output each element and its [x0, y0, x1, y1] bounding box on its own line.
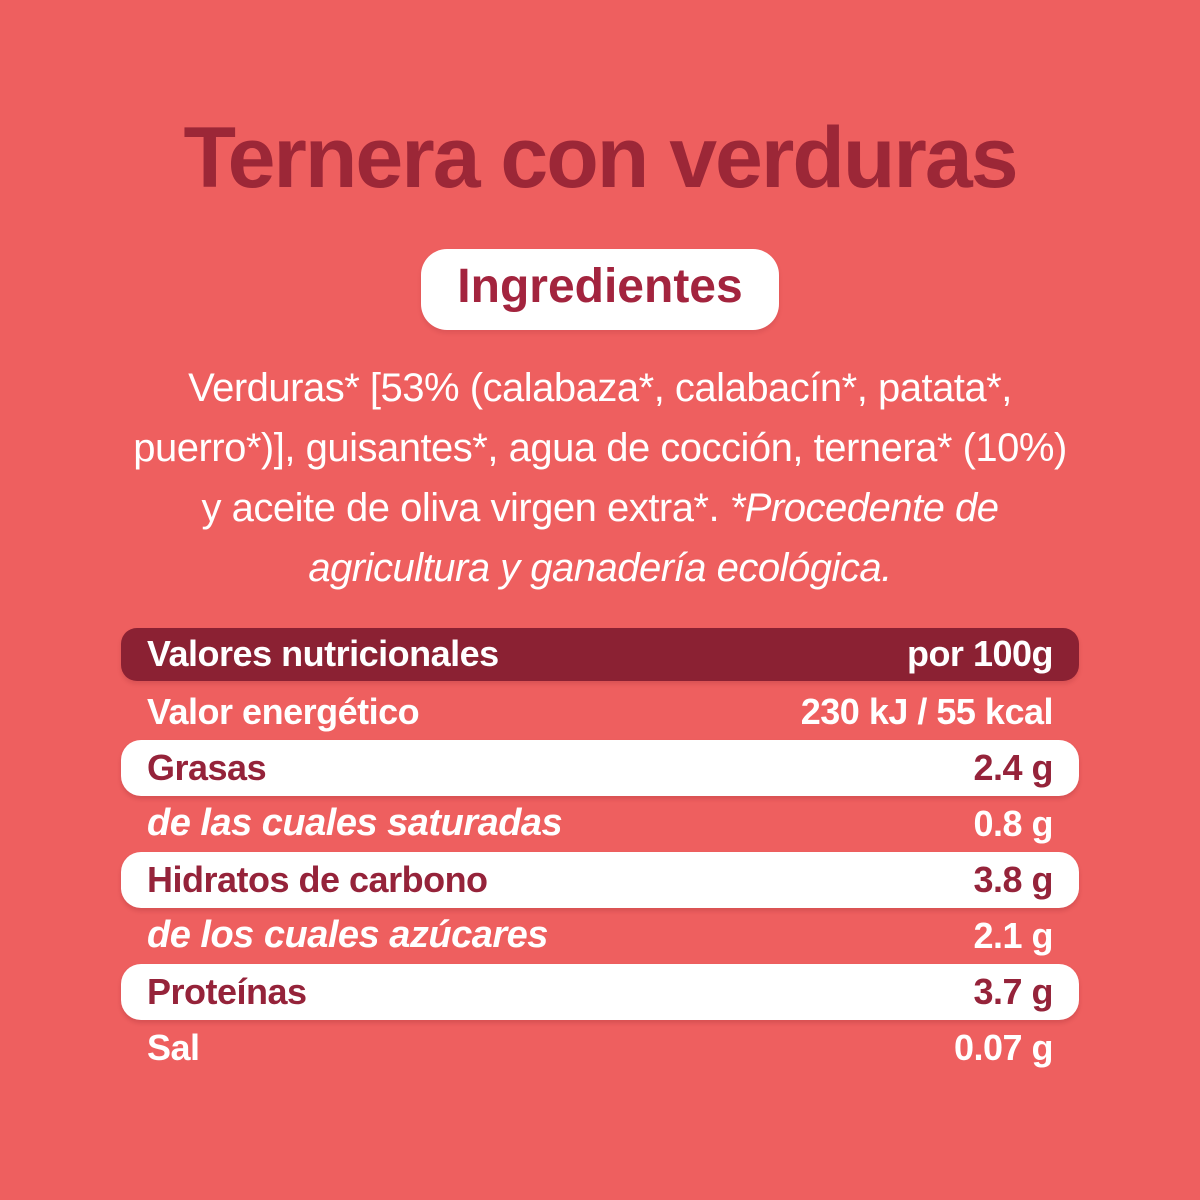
nutrition-header-value: por 100g [906, 633, 1054, 675]
page-title: Ternera con verduras [183, 110, 1018, 206]
ingredients-paragraph: Verduras* [53% (calabaza*, calabacín*, p… [126, 358, 1074, 598]
ingredients-badge: Ingredientes [421, 248, 779, 330]
nutrition-row-carbohydrates: Hidratos de carbono 3.8 g [121, 851, 1079, 908]
nutrition-row-proteins: Proteínas 3.7 g [121, 963, 1079, 1020]
nutrition-row-label: Valor energético [147, 690, 420, 732]
nutrition-row-value: 0.07 g [953, 1026, 1054, 1068]
nutrition-table-header: Valores nutricionales por 100g [121, 627, 1079, 681]
ingredients-badge-label: Ingredientes [457, 259, 743, 313]
ingredients-badge-container: Ingredientes [0, 248, 1200, 330]
nutrition-row-label: de las cuales saturadas [147, 802, 563, 845]
nutrition-header-label: Valores nutricionales [147, 633, 499, 675]
ingredients-list: Verduras* [53% (calabaza*, calabacín*, p… [133, 365, 1067, 530]
nutrition-row-energy: Valor energético 230 kJ / 55 kcal [121, 684, 1079, 740]
nutrition-row-fats: Grasas 2.4 g [121, 739, 1079, 796]
nutrition-table: Valores nutricionales por 100g Valor ene… [121, 627, 1079, 1076]
nutrition-row-value: 230 kJ / 55 kcal [800, 690, 1054, 732]
nutrition-row-label: Sal [147, 1026, 200, 1068]
nutrition-row-sugars: de los cuales azúcares 2.1 g [121, 908, 1079, 964]
ingredients-organic-note: *Procedente de agricultura y ganadería e… [308, 485, 999, 590]
nutrition-row-label: de los cuales azúcares [147, 914, 548, 957]
nutrition-row-label: Hidratos de carbono [147, 858, 488, 900]
nutrition-row-saturated-fats: de las cuales saturadas 0.8 g [121, 796, 1079, 852]
nutrition-row-salt: Sal 0.07 g [121, 1020, 1079, 1076]
nutrition-row-value: 2.4 g [973, 746, 1053, 788]
nutrition-row-value: 2.1 g [973, 914, 1053, 956]
nutrition-row-label: Proteínas [147, 970, 307, 1012]
nutrition-row-value: 3.7 g [973, 970, 1053, 1012]
nutrition-row-label: Grasas [147, 746, 267, 788]
nutrition-row-value: 0.8 g [973, 802, 1053, 844]
nutrition-row-value: 3.8 g [973, 858, 1053, 900]
